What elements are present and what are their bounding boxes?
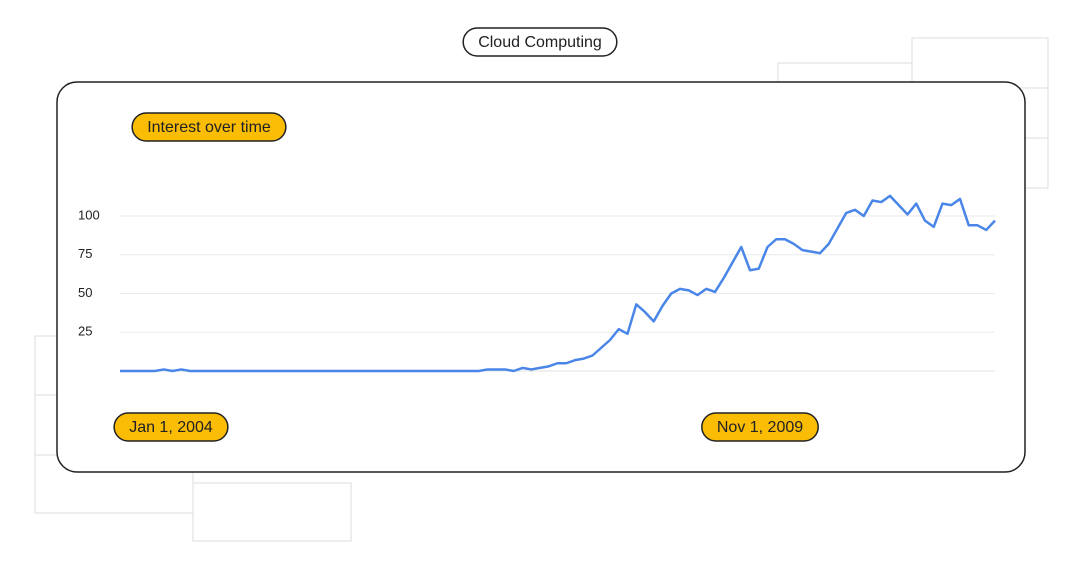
date-label-bg (701, 412, 819, 442)
y-tick-label: 50 (78, 285, 92, 300)
chart-title-bg (462, 27, 618, 57)
date-label-bg (113, 412, 229, 442)
chart-subtitle: Interest over time (131, 112, 287, 142)
data-line (120, 194, 996, 373)
chart-title-text: Cloud Computing (478, 34, 602, 51)
y-tick-label: 100 (78, 207, 100, 222)
date-label: Jan 1, 2004 (113, 412, 229, 442)
chart-title: Cloud Computing (462, 27, 618, 57)
y-tick-label: 25 (78, 324, 92, 339)
date-label-text: Nov 1, 2009 (717, 419, 803, 436)
card (56, 81, 1026, 473)
date-label: Nov 1, 2009 (701, 412, 819, 442)
chart-subtitle-text: Interest over time (147, 119, 271, 136)
chart-subtitle-bg (131, 112, 287, 142)
y-tick-label: 75 (78, 246, 92, 261)
date-label-text: Jan 1, 2004 (129, 419, 213, 436)
